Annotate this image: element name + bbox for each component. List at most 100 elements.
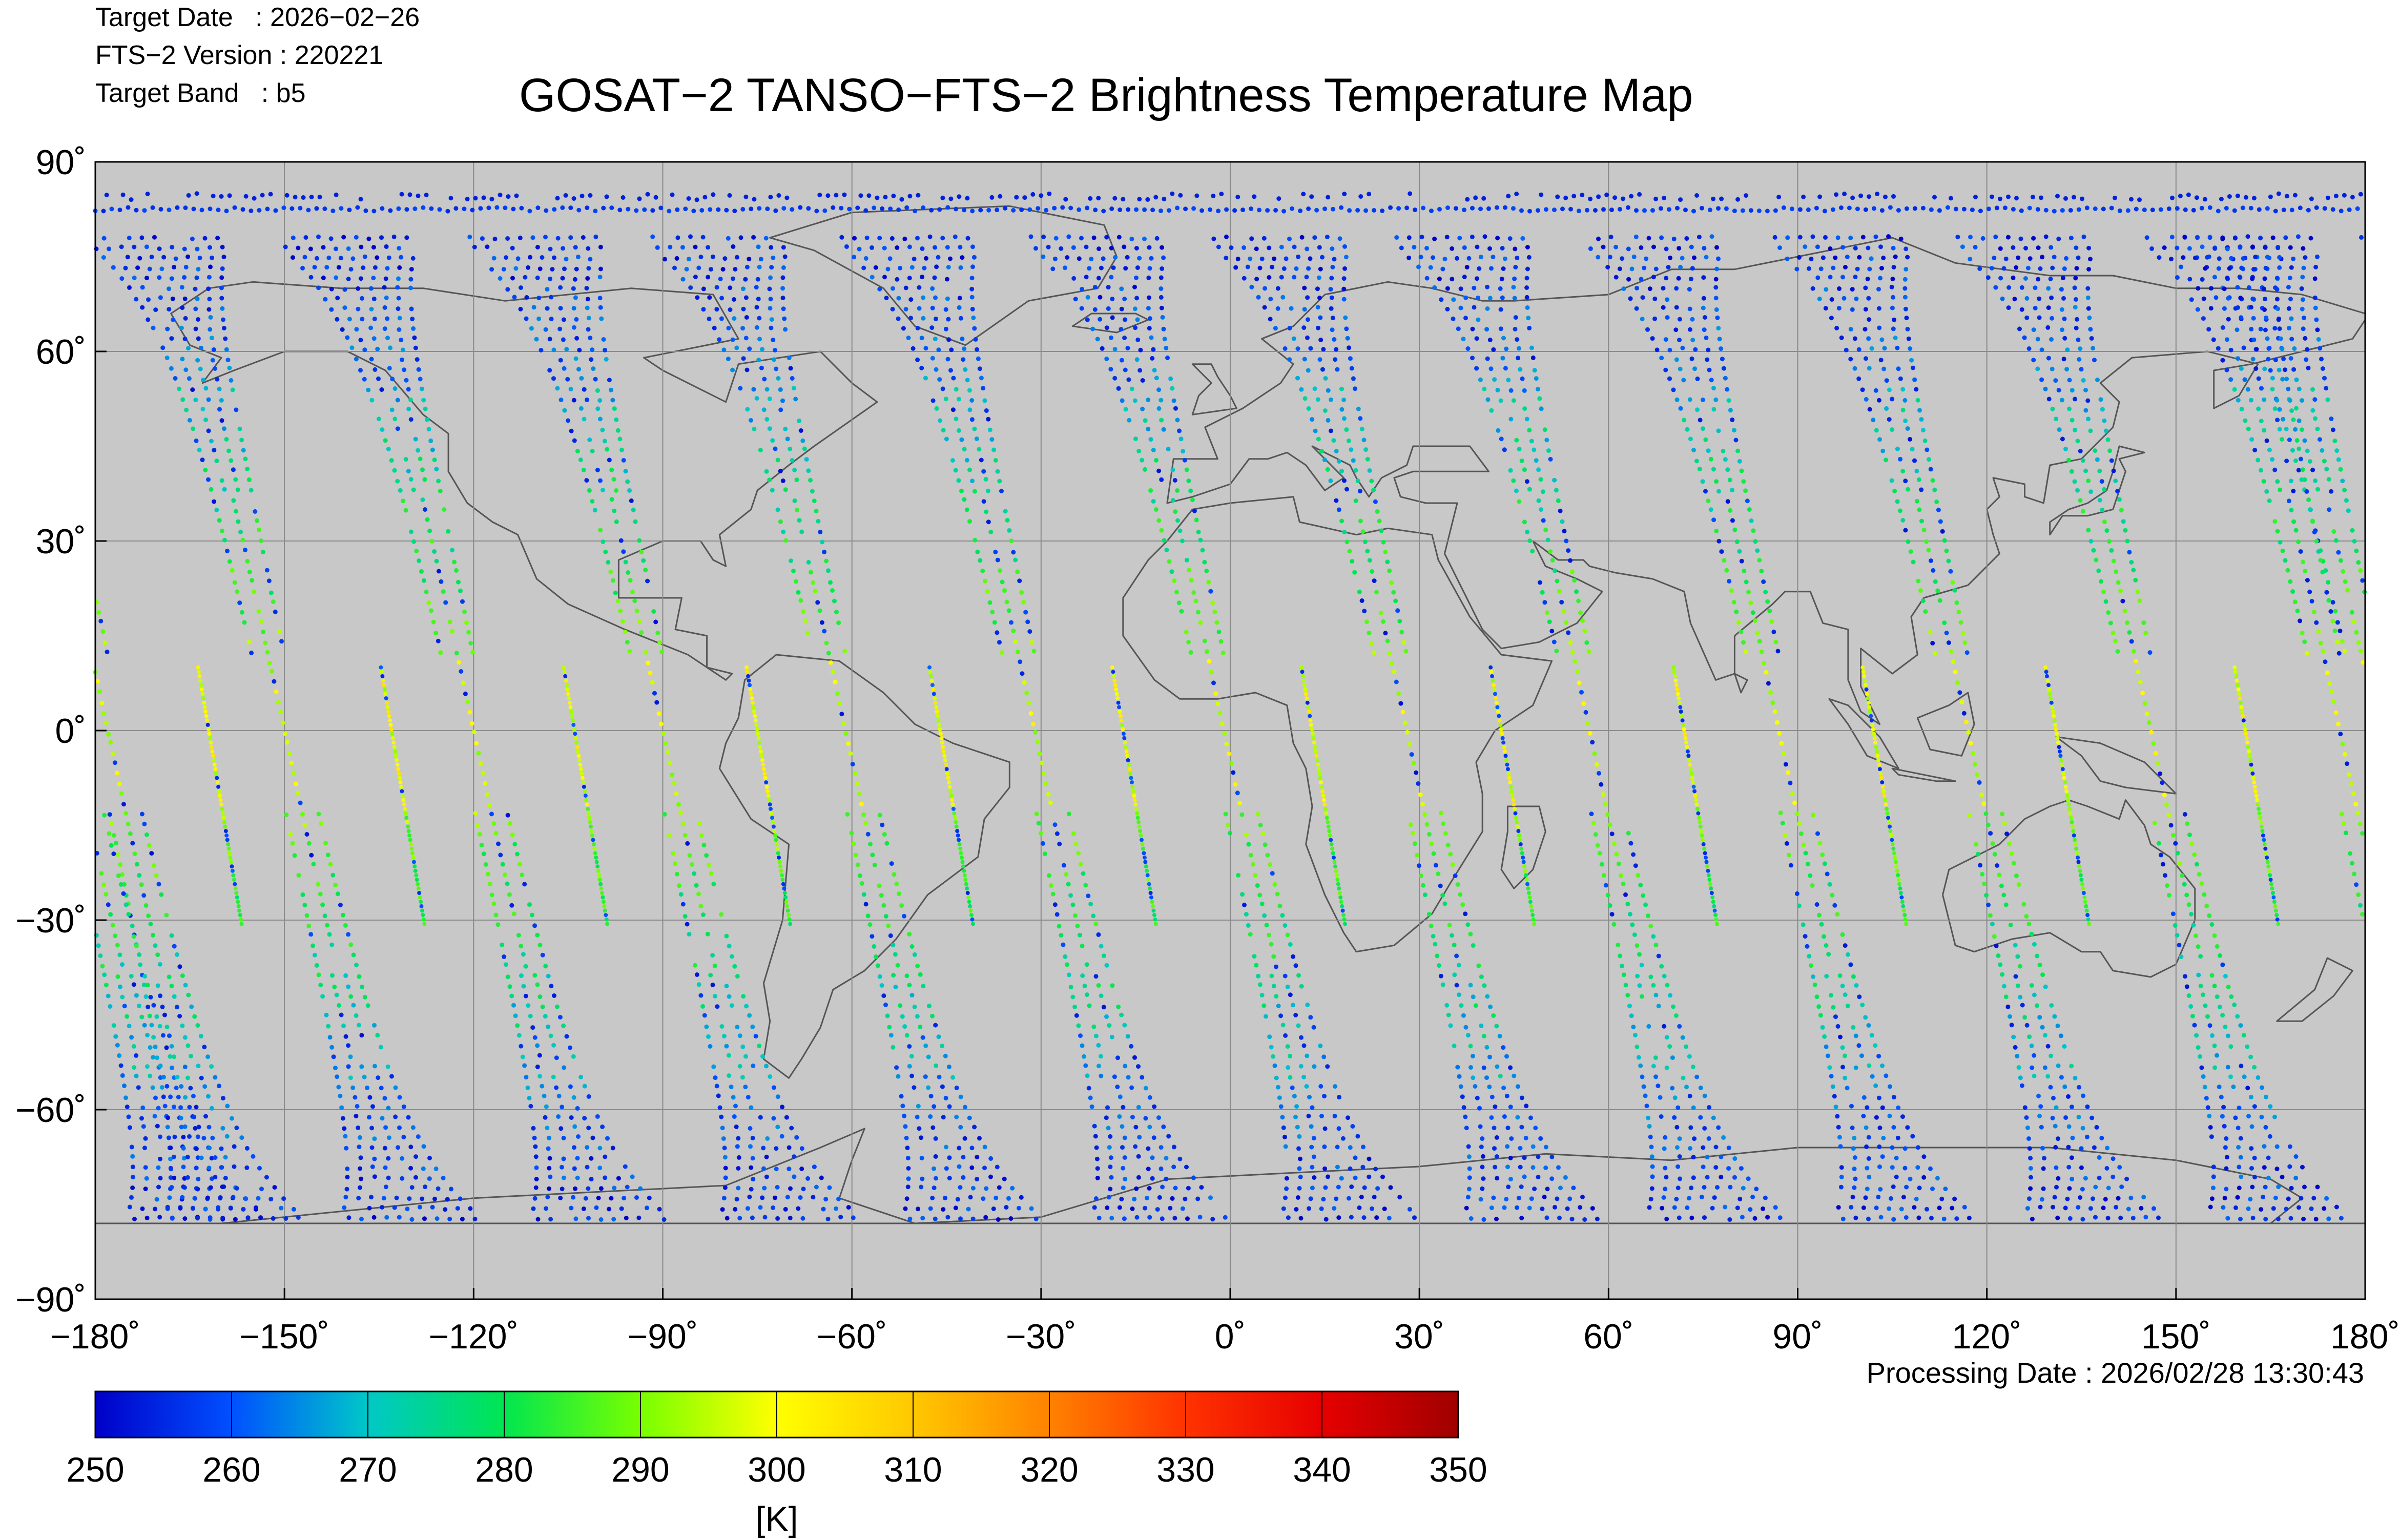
observation-point	[1642, 208, 1647, 213]
observation-point	[569, 1205, 574, 1211]
observation-point	[1917, 507, 1922, 512]
observation-point	[1573, 659, 1578, 664]
observation-point	[2025, 265, 2031, 270]
observation-point	[1908, 549, 1913, 554]
observation-point	[835, 691, 840, 696]
observation-point	[1643, 1093, 1648, 1098]
observation-point	[1930, 640, 1935, 646]
observation-point	[1115, 1085, 1120, 1089]
observation-point	[1130, 1115, 1135, 1120]
observation-point	[2030, 1065, 2035, 1070]
observation-point	[382, 1146, 387, 1151]
observation-point	[1635, 943, 1640, 948]
observation-point	[792, 498, 797, 503]
observation-point	[1288, 1053, 1293, 1058]
observation-point	[1503, 366, 1508, 371]
observation-point	[1063, 265, 1067, 270]
observation-point	[337, 1003, 342, 1008]
observation-point	[1120, 398, 1125, 403]
observation-point	[1851, 1025, 1856, 1030]
observation-point	[1801, 922, 1806, 927]
observation-point	[1601, 792, 1606, 797]
observation-point	[302, 823, 307, 827]
observation-point	[1180, 1206, 1185, 1211]
observation-point	[1171, 398, 1176, 403]
observation-point	[1540, 590, 1545, 595]
observation-point	[906, 1176, 911, 1181]
observation-point	[1146, 427, 1151, 431]
observation-point	[1084, 244, 1089, 249]
observation-point	[769, 317, 774, 322]
observation-point	[1563, 1175, 1568, 1180]
observation-point	[1736, 620, 1741, 625]
observation-point	[2067, 1186, 2072, 1191]
observation-point	[2326, 580, 2331, 585]
observation-point	[2149, 730, 2154, 735]
observation-point	[861, 892, 866, 897]
observation-point	[1302, 396, 1308, 401]
observation-point	[1491, 1013, 1496, 1018]
observation-point	[1220, 650, 1226, 655]
observation-point	[1292, 275, 1297, 280]
observation-point	[399, 338, 404, 343]
observation-point	[177, 964, 182, 969]
observation-point	[1358, 416, 1363, 421]
observation-point	[195, 296, 200, 301]
observation-point	[1502, 447, 1507, 452]
observation-point	[1769, 619, 1774, 624]
observation-point	[975, 549, 980, 554]
observation-point	[1877, 398, 1881, 403]
observation-point	[2052, 1195, 2057, 1200]
observation-point	[581, 1206, 586, 1211]
observation-point	[1845, 1086, 1850, 1091]
observation-point	[1426, 832, 1432, 837]
observation-point	[522, 1063, 527, 1068]
observation-point	[1092, 1123, 1097, 1129]
observation-point	[354, 235, 359, 240]
observation-point	[111, 265, 116, 270]
observation-point	[945, 357, 950, 362]
observation-point	[316, 234, 321, 239]
observation-point	[2192, 852, 2197, 857]
observation-point	[734, 1197, 739, 1202]
observation-point	[468, 1206, 473, 1211]
observation-point	[1543, 527, 1548, 532]
observation-point	[219, 418, 224, 423]
observation-point	[994, 1195, 999, 1200]
observation-point	[697, 821, 702, 826]
observation-point	[1353, 498, 1358, 503]
observation-point	[445, 209, 450, 214]
observation-point	[1709, 378, 1714, 383]
observation-point	[224, 209, 229, 214]
observation-point	[195, 246, 200, 252]
observation-point	[2115, 649, 2120, 654]
observation-point	[1099, 944, 1104, 949]
observation-point	[780, 398, 785, 403]
observation-point	[1840, 245, 1846, 250]
observation-point	[1151, 499, 1156, 504]
observation-point	[1840, 275, 1845, 280]
observation-point	[1216, 244, 1221, 249]
observation-point	[1276, 1004, 1281, 1008]
observation-point	[857, 246, 862, 252]
observation-point	[1811, 974, 1815, 979]
observation-point	[1828, 246, 1833, 251]
observation-point	[1359, 598, 1364, 603]
observation-point	[1694, 193, 1700, 198]
observation-point	[693, 244, 698, 249]
observation-point	[1623, 983, 1628, 988]
observation-point	[1422, 892, 1427, 898]
observation-point	[2105, 437, 2111, 442]
observation-point	[174, 1086, 179, 1090]
observation-point	[1756, 209, 1762, 213]
observation-point	[2003, 994, 2009, 1000]
observation-point	[1464, 1126, 1469, 1131]
observation-point	[965, 196, 970, 201]
observation-point	[598, 1217, 604, 1222]
observation-point	[711, 882, 716, 887]
observation-point	[548, 1033, 553, 1038]
observation-point	[407, 1196, 412, 1201]
observation-point	[191, 1093, 196, 1098]
observation-point	[2046, 305, 2051, 310]
observation-point	[544, 208, 549, 213]
